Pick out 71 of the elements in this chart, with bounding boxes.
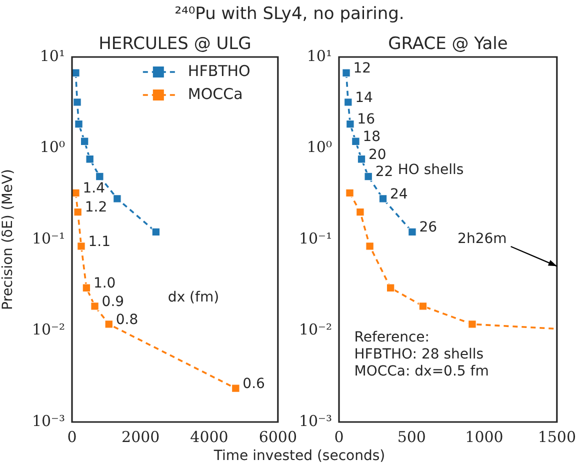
x-tick-label: 4000 — [190, 428, 228, 446]
point — [408, 228, 416, 236]
annotation: 1.4 — [82, 180, 106, 197]
x-tick-label: 1500 — [538, 428, 576, 446]
point — [82, 284, 91, 292]
x-tick-label: 0 — [67, 428, 77, 446]
point — [80, 137, 89, 146]
annotation: 1.2 — [84, 200, 108, 216]
y-tick-label: 10⁻¹ — [32, 229, 65, 248]
annotation: 1.0 — [93, 276, 116, 292]
y-tick-label: 10⁰ — [40, 138, 65, 156]
annotation: 0.8 — [116, 312, 138, 328]
y-tick-label: 10¹ — [306, 46, 332, 65]
point — [86, 154, 94, 164]
x-tick-label: 0 — [334, 428, 344, 446]
annotation: 18 — [362, 128, 381, 145]
point — [90, 302, 99, 310]
y-tick-label: 10¹ — [40, 46, 65, 65]
point — [342, 68, 350, 78]
y-tick-label: 10⁻² — [298, 320, 332, 339]
point — [74, 120, 83, 128]
annotation: 16 — [357, 112, 376, 128]
annotation: Reference: HFBTHO: 28 shells MOCCa: dx=0.5 fm — [354, 330, 489, 380]
point — [352, 137, 360, 146]
x-axis-title: Time invested (seconds) — [212, 448, 386, 464]
annotation: 24 — [390, 186, 408, 202]
point — [366, 242, 374, 250]
point — [74, 208, 82, 216]
point — [357, 154, 366, 164]
annotation: 22 — [375, 164, 394, 180]
annotation: 0.6 — [242, 376, 266, 392]
point — [344, 98, 352, 106]
chart-title: ²⁴⁰Pu with SLy4, no pairing. — [174, 4, 406, 24]
legend-label: MOCCa — [188, 84, 243, 103]
x-tick-label: 1000 — [465, 428, 504, 446]
annotation: 0.9 — [102, 294, 124, 310]
chart-subtitle: HERCULES @ ULG — [98, 34, 252, 54]
point — [386, 284, 395, 292]
point — [418, 302, 428, 310]
point — [95, 172, 104, 181]
point — [346, 188, 354, 198]
y-tick-label: 10⁻¹ — [298, 229, 332, 248]
annotation: dx (fm) — [168, 290, 220, 306]
point — [468, 320, 476, 328]
point — [356, 208, 364, 216]
point — [152, 228, 160, 236]
annotation: 14 — [355, 90, 374, 106]
annotation: 2h26m — [458, 231, 507, 248]
annotation: HO shells — [398, 162, 464, 178]
point — [77, 242, 86, 250]
point — [346, 120, 354, 128]
point — [73, 98, 82, 106]
point — [104, 320, 114, 328]
annotation: 26 — [419, 220, 438, 236]
y-axis-title: Precision (δE) (MeV) — [0, 169, 16, 310]
y-tick-label: 10⁻³ — [298, 412, 332, 430]
x-tick-label: 500 — [397, 428, 426, 446]
legend-label: HFBTHO — [188, 62, 250, 80]
point — [113, 194, 122, 203]
point — [231, 384, 240, 392]
chart-subtitle: GRACE @ Yale — [388, 34, 508, 54]
x-tick-label: 2000 — [122, 428, 160, 446]
annotation: 20 — [368, 146, 386, 163]
point — [364, 172, 373, 181]
annotation: 12 — [353, 60, 372, 77]
annotation: 1.1 — [88, 234, 110, 250]
y-tick-label: 10⁰ — [306, 138, 332, 156]
y-tick-label: 10⁻³ — [32, 412, 65, 430]
y-tick-label: 10⁻² — [32, 320, 65, 339]
x-tick-label: 6000 — [258, 428, 298, 446]
point — [378, 194, 388, 203]
